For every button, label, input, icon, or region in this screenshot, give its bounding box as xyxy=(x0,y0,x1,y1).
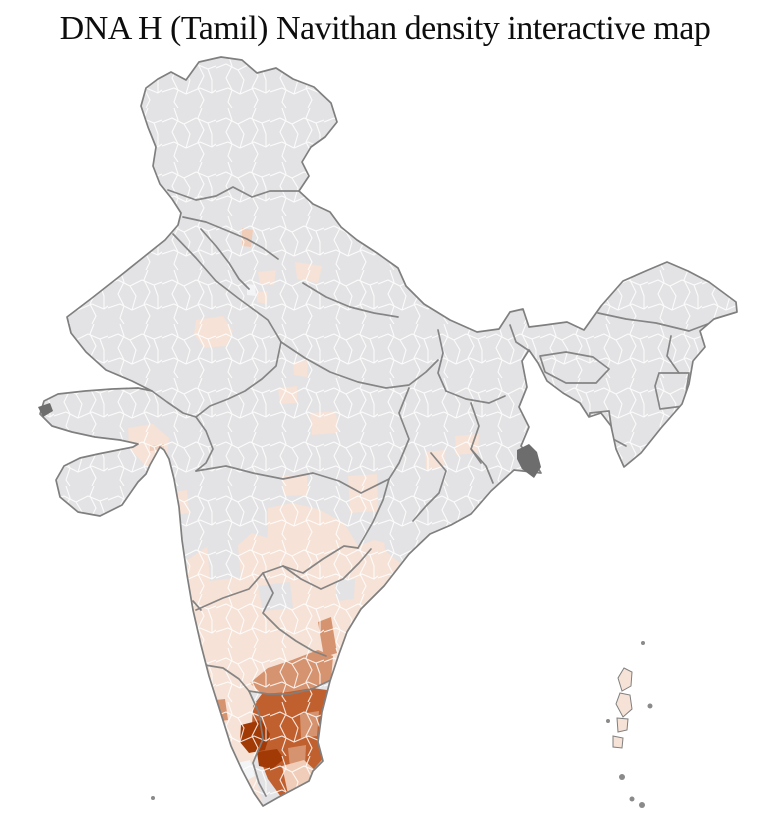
border-maharashtra-ap xyxy=(357,478,390,549)
border-tamilnadu-north xyxy=(248,679,332,695)
border-bihar-up xyxy=(437,329,447,392)
border-meghalaya xyxy=(539,351,610,384)
islet-nicobar-3 xyxy=(639,802,645,808)
map-title: DNA H (Tamil) Navithan density interacti… xyxy=(59,10,711,47)
islet-nicobar-2 xyxy=(629,796,635,802)
border-hp-south xyxy=(182,216,279,260)
border-sikkim xyxy=(509,324,529,351)
border-up-mp xyxy=(280,341,439,389)
border-assam-mizoram xyxy=(612,438,627,447)
border-karnataka-ap xyxy=(262,572,327,657)
islet-north-andaman xyxy=(641,641,645,645)
border-uttarakhand-up xyxy=(302,282,399,318)
border-mp-chhattisgarh xyxy=(388,387,410,480)
andaman-island-2[interactable] xyxy=(615,692,633,718)
border-jk-south xyxy=(167,186,300,201)
border-telangana-ap xyxy=(282,548,372,590)
andaman-island-1[interactable] xyxy=(617,667,633,692)
border-goa xyxy=(192,600,202,611)
border-rajasthan-up xyxy=(252,308,282,343)
border-jharkhand-wb xyxy=(470,402,482,464)
islet-nicobar-1 xyxy=(619,774,625,780)
border-chhattisgarh-odisha xyxy=(412,452,447,522)
border-rajasthan-mp-gujarat xyxy=(195,341,282,418)
border-odisha-wb xyxy=(470,448,494,484)
border-arunachal-south xyxy=(597,312,714,332)
border-nagaland xyxy=(666,335,680,374)
border-haryana-rajasthan xyxy=(172,233,254,310)
border-karnataka-kerala xyxy=(204,664,250,692)
andaman-island-4[interactable] xyxy=(612,735,624,749)
andaman-island-3[interactable] xyxy=(616,717,629,733)
border-bihar-jharkhand xyxy=(445,390,506,404)
kutch-west-tip xyxy=(38,403,53,417)
islet-east-andaman xyxy=(647,703,653,709)
border-gujarat-maharashtra xyxy=(151,390,214,472)
border-punjab-haryana xyxy=(200,228,250,290)
islet-lakshadweep xyxy=(151,796,155,800)
border-manipur xyxy=(654,372,690,410)
border-kerala-tamilnadu xyxy=(248,690,267,797)
islet-west-andaman xyxy=(606,719,610,723)
india-coast-outline xyxy=(39,56,738,807)
border-maharashtra-north xyxy=(195,465,390,494)
sundarbans-delta xyxy=(517,444,541,478)
